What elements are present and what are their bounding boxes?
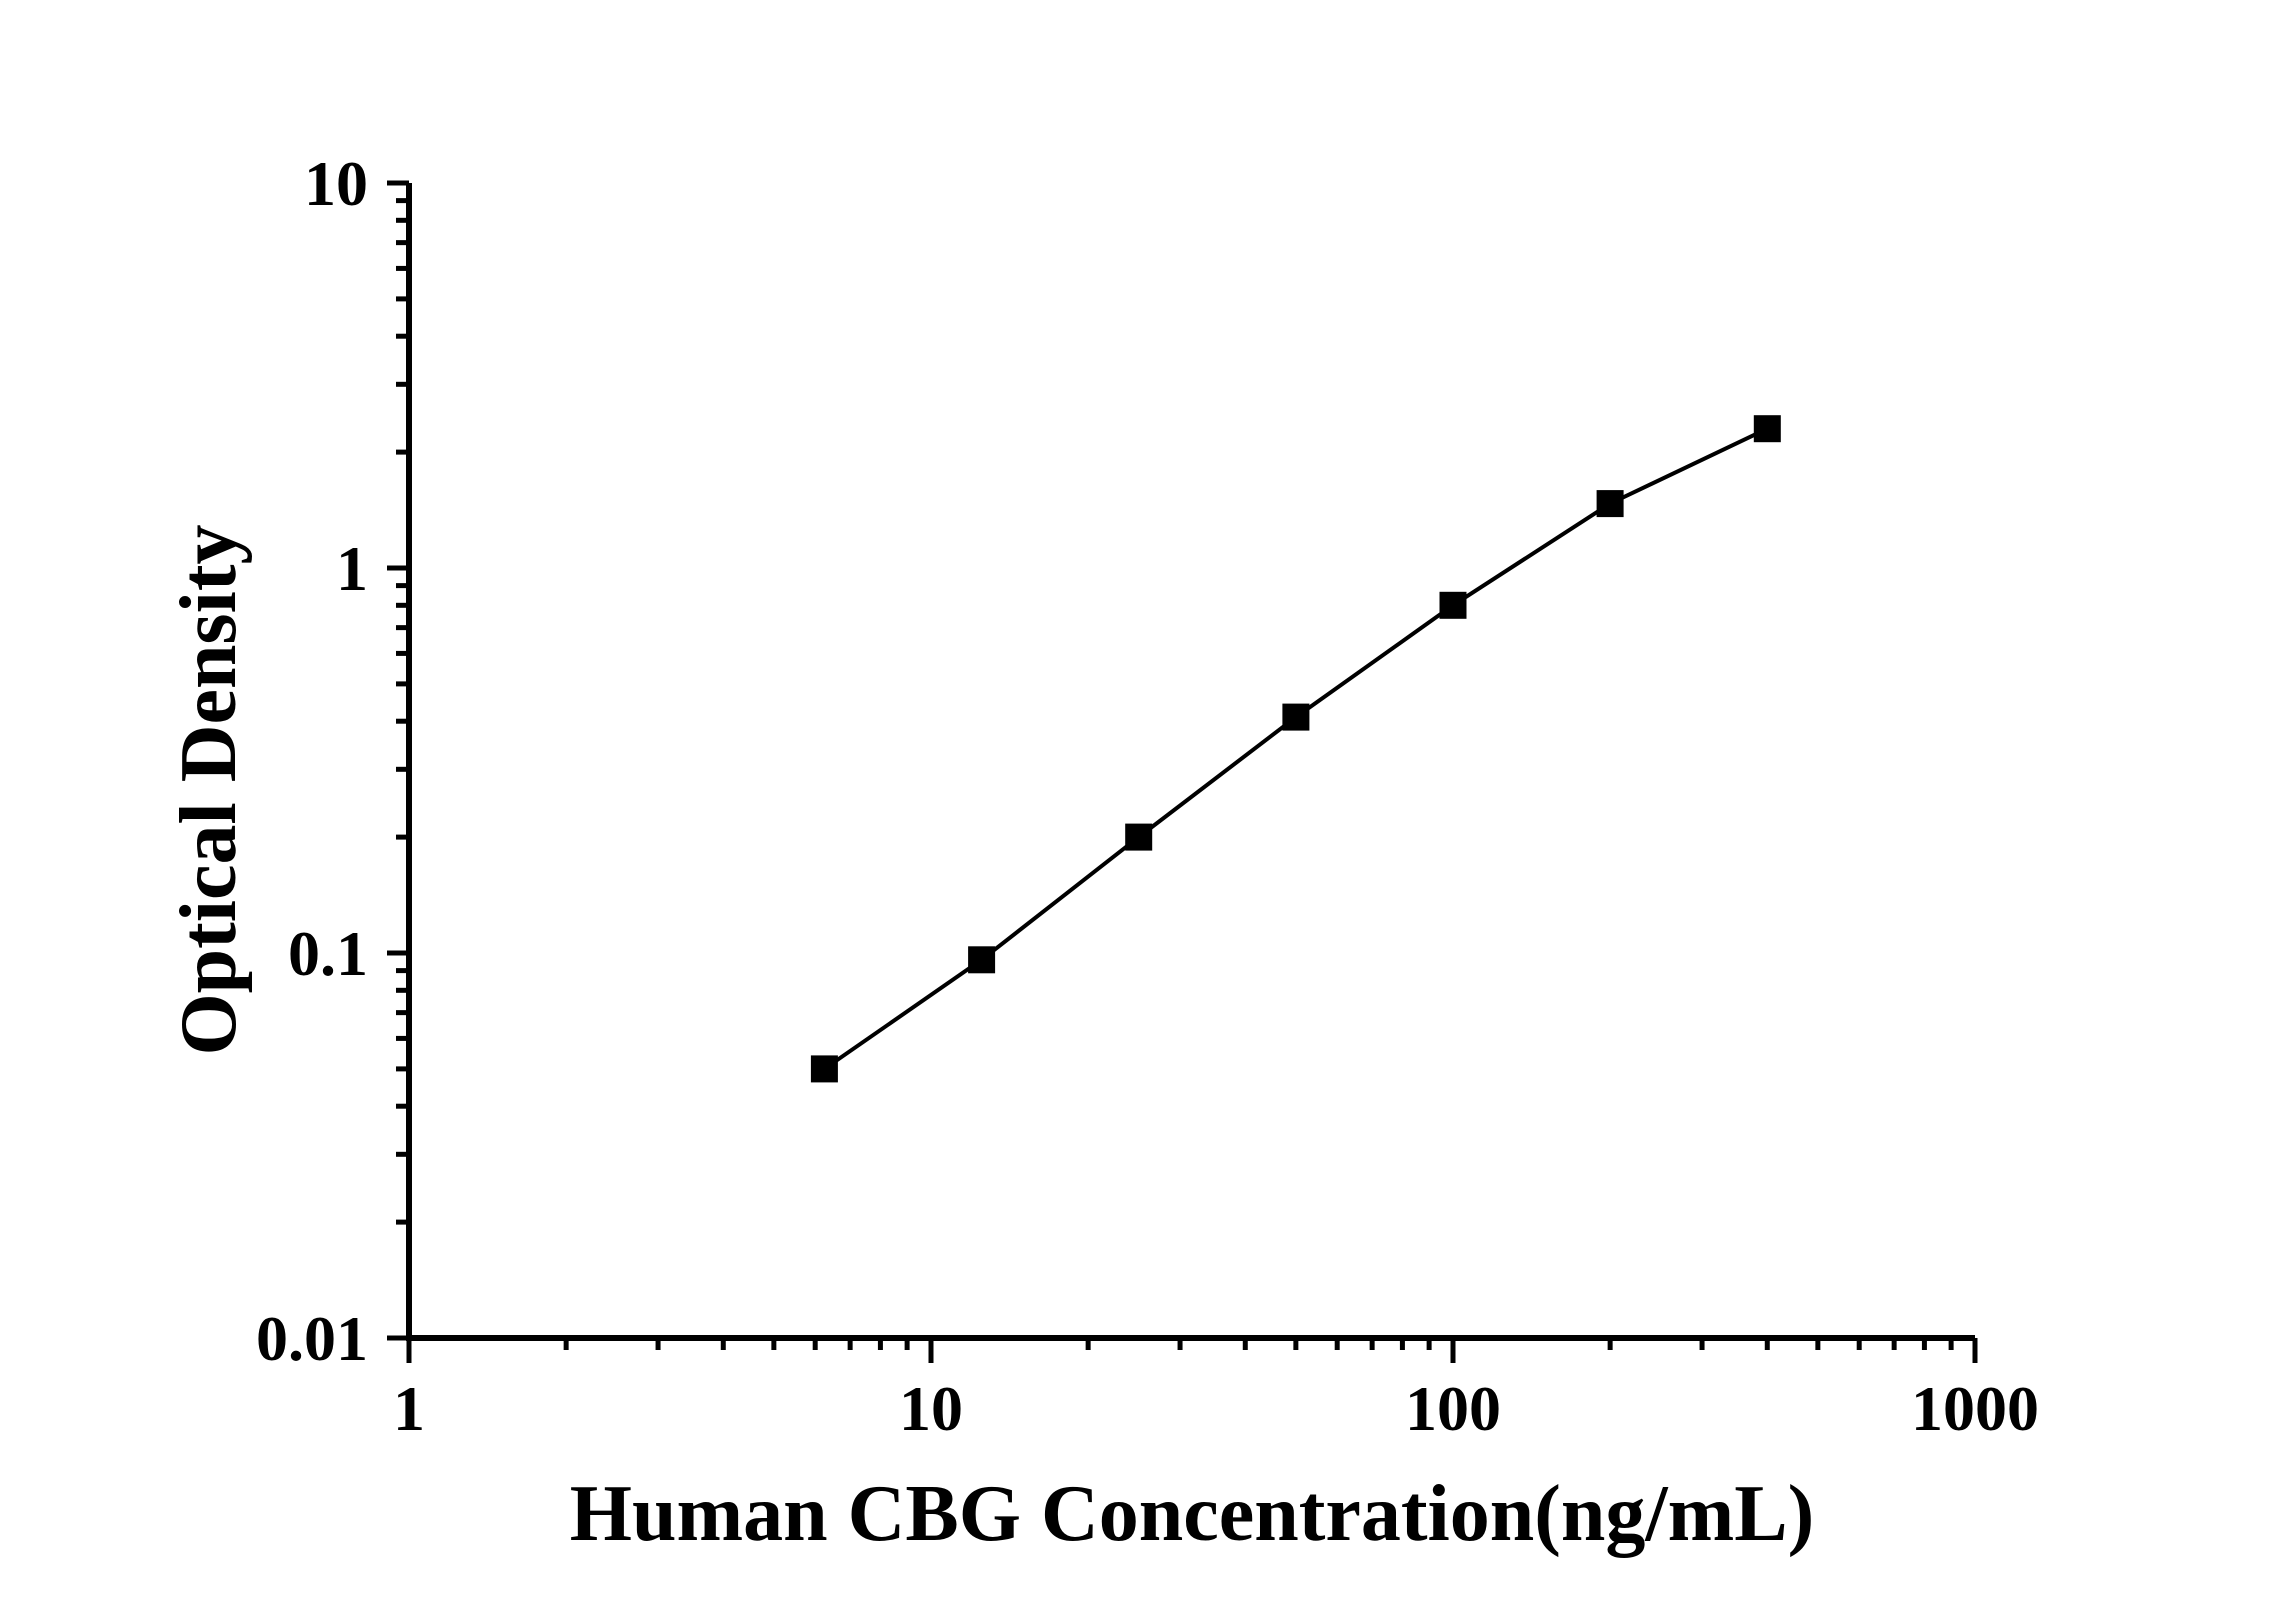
data-point-marker [1282,703,1310,731]
data-point-marker [968,946,996,974]
x-axis-title: Human CBG Concentration(ng/mL) [570,1470,1815,1558]
x-axis-ticks [406,1338,1978,1363]
y-axis-title: Optical Density [165,524,253,1055]
data-point-marker [1753,415,1781,443]
y-axis-tick-labels: 10 1 0.1 0.01 [256,148,368,1374]
y-tick-label: 0.01 [256,1303,368,1374]
y-axis-ticks [387,180,409,1341]
x-tick-label: 100 [1405,1373,1501,1444]
data-markers [810,415,1781,1083]
data-point-marker [1125,823,1153,851]
x-axis-tick-labels: 1 10 100 1000 [393,1373,2039,1444]
data-point-marker [810,1055,838,1083]
data-point-marker [1439,591,1467,619]
data-point-marker [1596,490,1624,518]
y-tick-label: 10 [304,148,368,219]
x-tick-label: 1000 [1911,1373,2039,1444]
x-tick-label: 1 [393,1373,425,1444]
y-tick-label: 1 [336,533,368,604]
y-tick-label: 0.1 [288,918,368,989]
x-tick-label: 10 [899,1373,963,1444]
